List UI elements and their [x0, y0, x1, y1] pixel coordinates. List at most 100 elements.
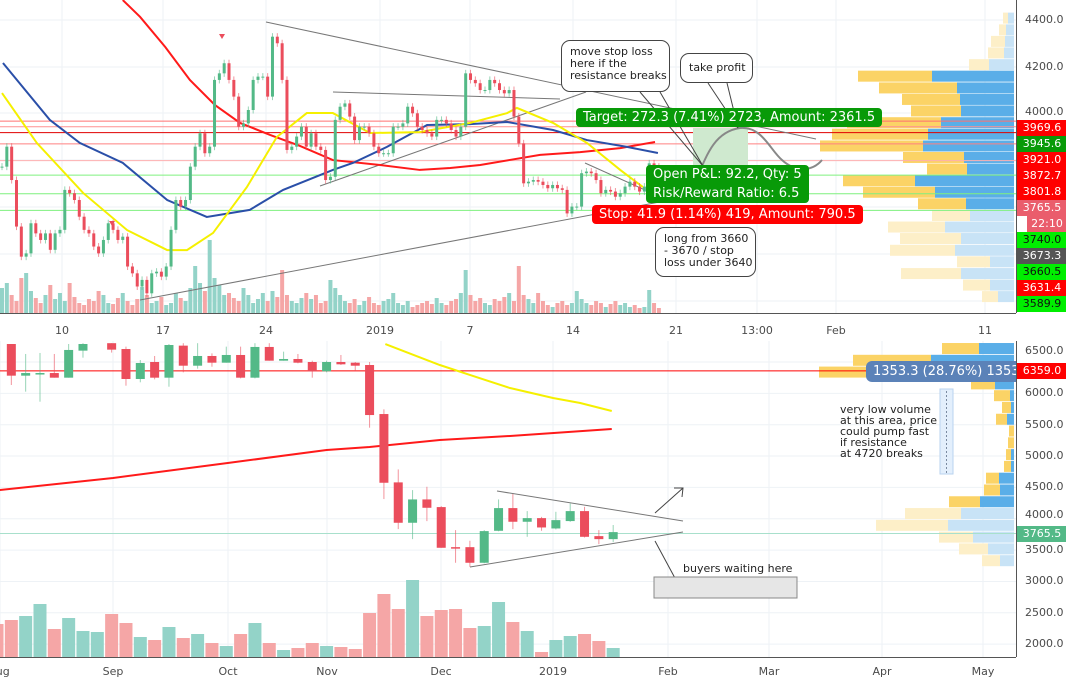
volume-bar [371, 303, 376, 313]
triangle-line [496, 490, 684, 522]
price-label: 3872.7 [1017, 168, 1066, 184]
candle-body [430, 133, 434, 137]
volume-bar [111, 304, 116, 313]
volume-bar [82, 305, 87, 313]
candle-body [155, 271, 159, 274]
candle-body [0, 166, 4, 168]
candle-body [396, 126, 400, 128]
x-tick: 17 [156, 324, 170, 337]
volume-bar [328, 280, 333, 313]
volume-bar [362, 301, 367, 313]
callout-take-profit[interactable]: take profit [680, 53, 753, 83]
volume-bar [563, 636, 577, 657]
callout-move-stop[interactable]: move stop loss here if the resistance br… [561, 40, 670, 92]
candle-body [203, 133, 207, 154]
volume-profile-bar [1007, 413, 1014, 425]
volume-bar [294, 303, 299, 313]
volume-profile-bar [901, 268, 961, 280]
volume-bar [618, 305, 623, 313]
resistance-price-label: 6359.0 [1017, 362, 1066, 379]
volume-profile-bar [915, 175, 1014, 187]
candle-body [628, 181, 632, 187]
volume-bar [234, 634, 248, 657]
candle-body [379, 414, 389, 483]
volume-bar [67, 283, 72, 313]
daily-chart-canvas[interactable] [0, 341, 1016, 657]
volume-bar [449, 609, 463, 657]
measure-label[interactable]: 1353.3 (28.76%) 1353 [866, 361, 1016, 382]
candle-body [391, 126, 395, 154]
volume-profile-bar [970, 210, 1014, 222]
daily-chart-panel[interactable]: 1353.3 (28.76%) 1353 very low volume at … [0, 341, 1016, 657]
volume-bar [219, 646, 233, 657]
volume-bar [305, 643, 319, 657]
candle-body [188, 166, 192, 201]
volume-profile-bar [1000, 484, 1014, 496]
candle-body [536, 180, 540, 182]
x-tick: Sep [102, 665, 124, 678]
callout-line: long from 3660 [664, 232, 749, 245]
volume-profile-bar [999, 24, 1006, 36]
volume-bar [289, 301, 294, 313]
volume-bar [33, 604, 47, 657]
hourly-price-axis[interactable]: 4400.0 4200.0 4000.0 3969.6 3945.6 3921.0 3… [1016, 0, 1066, 313]
candle-body [101, 239, 105, 254]
price-label: 3660.5 [1017, 264, 1066, 280]
volume-bar [222, 295, 227, 313]
candle-body [560, 188, 564, 190]
volume-bar [386, 299, 391, 313]
candle-body [280, 43, 284, 80]
note-low-volume[interactable]: very low volume at this area, price coul… [840, 404, 937, 459]
candle-body [367, 126, 371, 134]
target-label[interactable]: Target: 272.3 (7.41%) 2723, Amount: 2361… [576, 108, 883, 127]
candle-body [68, 189, 72, 194]
volume-bar [318, 303, 323, 313]
volume-profile-bar [941, 117, 1014, 129]
candle-body [150, 273, 154, 294]
volume-profile-bar [961, 233, 1014, 245]
volume-bar [198, 283, 203, 313]
hourly-chart-canvas[interactable] [0, 0, 1016, 313]
volume-profile-bar [1006, 449, 1011, 461]
candle-body [512, 90, 516, 117]
hourly-time-axis[interactable]: 10 17 24 2019 7 14 21 13:00 Feb 11 [0, 313, 1016, 342]
x-tick: 2019 [366, 324, 394, 337]
candle-body [304, 126, 308, 147]
candle-body [164, 266, 168, 277]
volume-bar [101, 295, 106, 313]
hourly-chart-panel[interactable]: Target: 272.3 (7.41%) 2723, Amount: 2361… [0, 0, 1016, 313]
candle-body [92, 233, 96, 247]
candle-body [546, 184, 550, 189]
volume-bar [19, 616, 33, 657]
volume-profile-bar [961, 508, 1014, 520]
volume-bar [377, 594, 391, 657]
daily-price-axis[interactable]: 6500.0 6000.0 5500.0 5000.0 4500.0 4000.0 3500… [1016, 341, 1066, 657]
volume-bar [125, 301, 130, 313]
candle-body [193, 146, 197, 167]
candle-body [10, 146, 14, 181]
volume-bar [91, 301, 96, 313]
callout-pointer [639, 91, 704, 167]
candle-body [440, 119, 444, 121]
candle-body [135, 363, 145, 379]
candle-body [555, 184, 559, 189]
volume-bar [212, 278, 217, 313]
daily-time-axis[interactable]: Aug Sep Oct Nov Dec 2019 Feb Mar Apr May [0, 657, 1016, 684]
volume-profile-bar [988, 47, 1004, 59]
note-buyers[interactable]: buyers waiting here [683, 562, 793, 575]
open-pl-label[interactable]: Open P&L: 92.2, Qty: 5 Risk/Reward Ratio… [646, 165, 809, 203]
y-tick: 3500.0 [1025, 543, 1064, 557]
volume-bar [183, 301, 188, 313]
volume-bar [159, 297, 164, 313]
volume-bar [260, 293, 265, 313]
note-line: very low volume [840, 403, 931, 416]
candle-body [584, 171, 588, 174]
volume-bar [178, 298, 183, 313]
stop-label[interactable]: Stop: 41.9 (1.14%) 419, Amount: 790.5 [592, 205, 863, 224]
volume-bar [347, 303, 352, 313]
candle-body [324, 149, 328, 181]
volume-bar [191, 634, 205, 657]
volume-bar [205, 643, 219, 657]
callout-long-entry[interactable]: long from 3660 - 3670 / stop loss under … [655, 227, 756, 277]
volume-bar [574, 291, 579, 313]
